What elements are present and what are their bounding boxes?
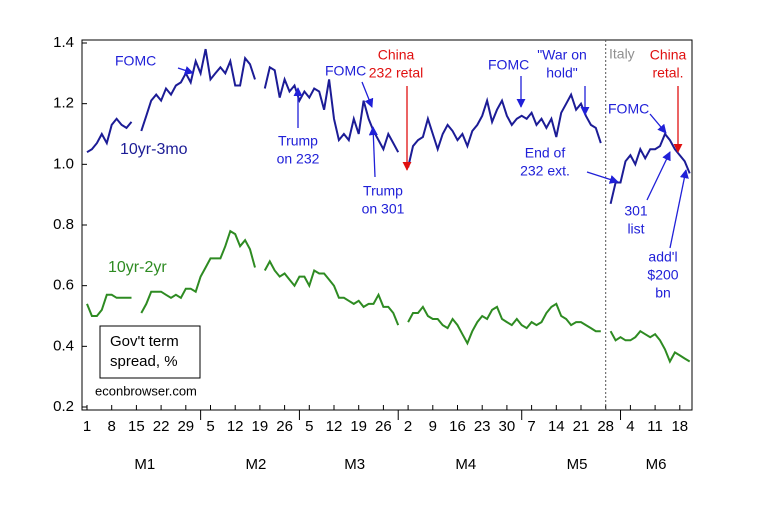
x-tick-label: 30 [499, 418, 516, 435]
series-line [86, 48, 691, 205]
annotation: retal. [652, 65, 683, 81]
annotation: Trump [363, 183, 403, 199]
annotation-arrow [646, 151, 671, 201]
x-tick-label: 16 [449, 418, 466, 435]
annotation: Italy [609, 46, 635, 62]
month-label: M1 [134, 456, 155, 473]
note-text: spread, % [110, 353, 178, 370]
month-label: M6 [646, 456, 667, 473]
annotation: 232 retal [369, 65, 423, 81]
annotation: FOMC [325, 63, 366, 79]
x-tick-label: 8 [108, 418, 116, 435]
x-tick-label: 7 [527, 418, 535, 435]
x-tick-label: 23 [474, 418, 491, 435]
x-tick-label: 26 [276, 418, 293, 435]
x-tick-label: 2 [404, 418, 412, 435]
annotation: $200 [647, 267, 678, 283]
annotation: FOMC [115, 53, 156, 69]
x-tick-label: 12 [326, 418, 343, 435]
annotation: hold" [546, 65, 577, 81]
x-tick-label: 4 [626, 418, 634, 435]
y-tick-label: 1.2 [53, 95, 74, 112]
x-tick-label: 19 [350, 418, 367, 435]
series-line [86, 229, 691, 364]
series-label: 10yr-2yr [108, 259, 167, 276]
annotation: Trump [278, 133, 318, 149]
x-tick-label: 15 [128, 418, 145, 435]
x-tick-label: 21 [573, 418, 590, 435]
month-label: M2 [245, 456, 266, 473]
x-tick-label: 5 [206, 418, 214, 435]
annotation: "War on [537, 47, 587, 63]
annotation: 301 [624, 203, 648, 219]
x-tick-label: 18 [671, 418, 688, 435]
series-label: 10yr-3mo [120, 141, 188, 158]
y-tick-label: 1.4 [53, 34, 74, 51]
annotation: End of [525, 145, 566, 161]
annotation: on 301 [362, 201, 405, 217]
annotation: 232 ext. [520, 163, 570, 179]
x-tick-label: 29 [177, 418, 194, 435]
annotation: FOMC [488, 57, 529, 73]
x-tick-label: 1 [83, 418, 91, 435]
y-tick-label: 0.2 [53, 398, 74, 415]
note-box [99, 325, 201, 379]
x-tick-label: 14 [548, 418, 565, 435]
annotation: FOMC [608, 101, 649, 117]
y-tick-label: 0.4 [53, 337, 74, 354]
x-tick-label: 11 [647, 418, 663, 435]
note-text: Gov't term [110, 333, 179, 350]
x-tick-label: 28 [597, 418, 614, 435]
month-label: M5 [567, 456, 588, 473]
annotation-arrow [649, 113, 667, 134]
annotation: add'l [648, 249, 677, 265]
source: econbrowser.com [95, 383, 197, 398]
annotation-arrow [368, 126, 378, 178]
x-tick-label: 22 [153, 418, 170, 435]
annotation-arrow [669, 169, 689, 249]
y-tick-label: 0.6 [53, 277, 74, 294]
annotation: China [650, 47, 687, 63]
y-tick-label: 0.8 [53, 216, 74, 233]
annotation: China [378, 47, 415, 63]
month-label: M4 [455, 456, 476, 473]
x-tick-label: 19 [252, 418, 269, 435]
y-tick-label: 1.0 [53, 155, 74, 172]
x-tick-label: 26 [375, 418, 392, 435]
x-tick-label: 9 [429, 418, 437, 435]
x-tick-label: 12 [227, 418, 244, 435]
annotation: bn [655, 285, 671, 301]
annotation-arrow [361, 81, 374, 108]
month-label: M3 [344, 456, 365, 473]
annotation: list [627, 221, 644, 237]
annotation: on 232 [277, 151, 320, 167]
annotation-arrow [177, 66, 194, 75]
x-tick-label: 5 [305, 418, 313, 435]
annotation-arrow [586, 171, 619, 184]
